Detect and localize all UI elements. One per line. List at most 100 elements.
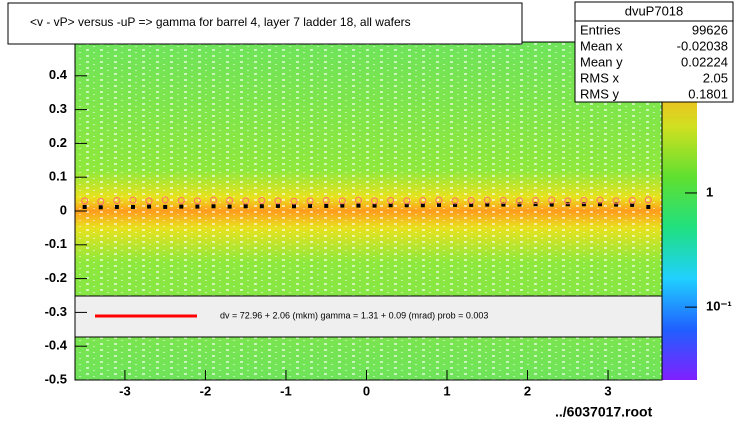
profile-point (517, 202, 522, 207)
profile-point (372, 203, 377, 208)
profile-point (163, 204, 168, 209)
profile-point (387, 197, 395, 205)
stats-title: dvuP7018 (625, 3, 684, 18)
profile-point (564, 197, 572, 205)
profile-point (404, 203, 409, 208)
y-tick-label: 0.2 (49, 135, 67, 150)
profile-point (306, 197, 314, 205)
x-tick-label: 3 (604, 383, 611, 398)
x-tick-label: -2 (200, 383, 212, 398)
y-tick-label: 0 (60, 202, 67, 217)
profile-point (242, 197, 250, 205)
x-tick-label: -1 (280, 383, 292, 398)
y-tick-label: -0.1 (45, 236, 67, 251)
profile-point (81, 197, 89, 205)
stats-label: Mean x (580, 38, 623, 53)
profile-point (630, 202, 635, 207)
y-tick-label: -0.3 (45, 304, 67, 319)
profile-point (274, 197, 282, 205)
y-tick-label: -0.5 (45, 371, 67, 386)
profile-point (275, 203, 280, 208)
profile-point (501, 202, 506, 207)
profile-point (548, 196, 556, 204)
profile-point (597, 202, 602, 207)
profile-point (356, 203, 361, 208)
profile-point (243, 204, 248, 209)
profile-point (130, 204, 135, 209)
profile-point (338, 197, 346, 205)
footer: ../6037017.root (555, 404, 653, 420)
profile-point (614, 202, 619, 207)
profile-point (193, 197, 201, 205)
profile-point (129, 196, 137, 204)
profile-point (161, 196, 169, 204)
stats-value: 99626 (692, 22, 728, 37)
profile-point (308, 203, 313, 208)
profile-point (453, 202, 458, 207)
profile-point (113, 197, 121, 205)
profile-point (177, 197, 185, 205)
stats-label: RMS x (580, 70, 620, 85)
stats-label: RMS y (580, 86, 620, 101)
profile-point (533, 202, 538, 207)
stats-label: Mean y (580, 54, 623, 69)
profile-point (644, 196, 652, 204)
profile-point (485, 202, 490, 207)
x-tick-label: 0 (363, 383, 370, 398)
profile-point (322, 197, 330, 205)
profile-point (98, 205, 103, 210)
x-tick-label: -3 (119, 383, 131, 398)
profile-point (612, 197, 620, 205)
profile-point (419, 197, 427, 205)
profile-point (82, 204, 87, 209)
profile-point (227, 204, 232, 209)
profile-point (467, 197, 475, 205)
profile-point (259, 204, 264, 209)
profile-point (499, 197, 507, 205)
fit-legend-text: dv = 72.96 + 2.06 (mkm) gamma = 1.31 + 0… (220, 310, 488, 320)
profile-point (646, 204, 651, 209)
y-tick-label: 0.4 (49, 67, 68, 82)
profile-point (354, 196, 362, 204)
stats-value: 2.05 (703, 70, 728, 85)
y-tick-label: -0.4 (45, 338, 68, 353)
profile-point (532, 197, 540, 205)
profile-point (469, 202, 474, 207)
profile-point (451, 197, 459, 205)
y-tick-label: 0.1 (49, 169, 67, 184)
z-tick-label: 10⁻¹ (706, 299, 732, 314)
profile-point (388, 203, 393, 208)
profile-point (97, 198, 105, 206)
stats-value: 0.1801 (688, 86, 728, 101)
profile-point (114, 204, 119, 209)
profile-point (147, 204, 152, 209)
profile-point (145, 197, 153, 205)
profile-point (211, 204, 216, 209)
profile-point (436, 202, 441, 207)
profile-point (515, 197, 523, 205)
z-tick-label: 1 (706, 184, 713, 199)
profile-point (483, 196, 491, 204)
profile-point (209, 196, 217, 204)
profile-point (371, 197, 379, 205)
profile-point (403, 197, 411, 205)
profile-point (292, 204, 297, 209)
profile-point (580, 197, 588, 205)
profile-point (258, 197, 266, 205)
profile-point (340, 203, 345, 208)
stats-box (574, 1, 734, 103)
profile-point (179, 204, 184, 209)
chart-title: <v - vP> versus -uP => gamma for barrel … (30, 15, 411, 29)
stats-value: 0.02224 (681, 54, 728, 69)
x-tick-label: 2 (524, 383, 531, 398)
title-box (7, 2, 523, 45)
profile-point (420, 203, 425, 208)
profile-point (628, 197, 636, 205)
x-tick-label: 1 (443, 383, 450, 398)
y-tick-label: 0.3 (49, 101, 67, 116)
profile-point (290, 197, 298, 205)
profile-point (195, 204, 200, 209)
stats-value: -0.02038 (677, 38, 728, 53)
profile-point (435, 196, 443, 204)
